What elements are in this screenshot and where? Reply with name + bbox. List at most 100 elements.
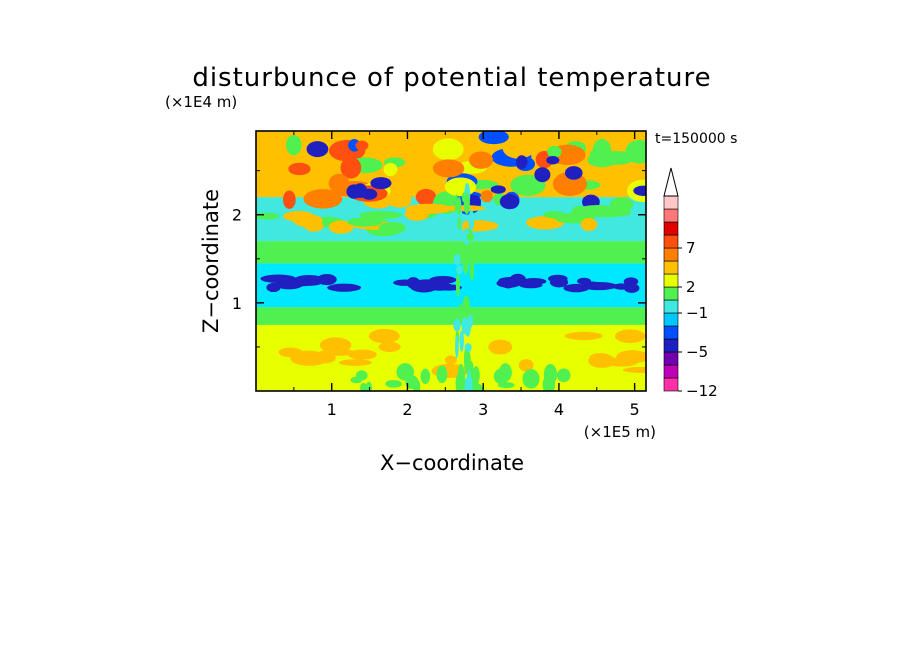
contour-blob: [368, 328, 400, 344]
contour-blob: [543, 363, 557, 385]
contour-blob: [370, 177, 392, 190]
colorbar-swatch: [663, 351, 679, 366]
contour-blob: [432, 159, 465, 178]
contour-blob: [580, 217, 598, 232]
contour-blob: [546, 156, 560, 165]
contour-blob: [462, 256, 469, 275]
contour-blob: [547, 145, 562, 158]
contour-blob: [365, 381, 372, 391]
contour-blob: [393, 279, 418, 286]
colorbar-swatch: [663, 299, 679, 314]
contour-blob: [306, 141, 329, 158]
x-axis-label: X−coordinate: [380, 451, 524, 475]
x-tick-label: 1: [327, 400, 337, 419]
x-tick-label: 4: [554, 400, 564, 419]
contour-blob: [468, 151, 494, 169]
contour-blob: [459, 330, 464, 352]
plot-frame: [255, 130, 647, 392]
contour-blob: [278, 347, 303, 358]
contour-blob: [490, 185, 506, 194]
contour-blob: [588, 354, 616, 368]
contour-blob: [385, 379, 403, 388]
contour-blob: [461, 316, 468, 335]
contour-blob: [318, 349, 357, 356]
y-axis-label: Z−coordinate: [199, 189, 223, 333]
contour-blob: [466, 232, 474, 241]
contour-blob: [469, 257, 475, 281]
contour-blob: [622, 366, 646, 374]
contour-blob: [525, 216, 565, 230]
contour-blob: [563, 283, 590, 293]
contour-blob: [633, 185, 646, 196]
contour-blob: [266, 282, 281, 293]
contour-blob: [429, 275, 457, 284]
contour-blob: [577, 277, 592, 285]
contour-blob: [453, 318, 461, 332]
contour-blob: [463, 346, 469, 374]
colorbar-swatch: [663, 312, 679, 327]
x-tick-label: 5: [630, 400, 640, 419]
colorbar-swatch: [663, 377, 679, 392]
contour-blob: [516, 155, 528, 170]
contour-blob: [498, 363, 512, 382]
contour-blob: [432, 138, 464, 161]
contour-blob: [282, 190, 296, 209]
contour-blob: [360, 382, 367, 391]
x-tick-label: 3: [478, 400, 488, 419]
x-tick-label: 2: [402, 400, 412, 419]
contour-blob: [556, 368, 571, 383]
contour-blob: [404, 207, 430, 221]
contour-blob: [359, 211, 403, 219]
contour-blob: [444, 355, 458, 365]
contour-blob: [453, 253, 461, 266]
contour-blob: [303, 189, 343, 209]
contour-blob: [328, 220, 354, 234]
contour-blob: [488, 339, 513, 355]
contour-blob: [497, 382, 515, 389]
contour-blob: [378, 341, 401, 352]
contour-blob: [462, 295, 471, 320]
contour-blob: [614, 329, 646, 344]
colorbar-label: −1: [686, 304, 708, 322]
x-axis: 1 2 3 4 5: [293, 131, 640, 419]
contour-blob: [452, 227, 461, 239]
colorbar-swatch: [663, 286, 679, 301]
contour-blob: [534, 167, 551, 183]
colorbar-swatch: [663, 260, 679, 275]
contour-blob: [623, 277, 639, 286]
contour-blob: [347, 217, 383, 227]
chart-title: disturbunce of potential temperature: [192, 63, 711, 93]
contour-blob: [468, 314, 474, 328]
contour-blob: [463, 228, 470, 246]
contour-blob: [293, 214, 323, 228]
contour-blob: [455, 274, 460, 297]
contour-blob: [464, 342, 472, 353]
contour-blob: [352, 183, 368, 198]
colorbar-swatch: [663, 325, 679, 340]
contour-blob: [436, 365, 448, 384]
contour-blob: [383, 162, 398, 177]
contour-blob: [293, 275, 325, 286]
y-axis: 12: [232, 170, 646, 348]
contour-blob: [522, 369, 540, 389]
contour-blob: [319, 337, 352, 353]
contour-blob: [564, 166, 583, 180]
contour-blob: [378, 222, 406, 234]
contour-blob: [548, 274, 568, 283]
contour-blob: [286, 135, 302, 156]
colorbar-swatch: [663, 195, 679, 210]
contour-blob: [518, 359, 534, 372]
contour-blob: [405, 375, 419, 389]
y-unit-label: (×1E4 m): [165, 93, 237, 111]
contour-blob: [410, 280, 438, 293]
contour-blob: [456, 265, 463, 275]
contour-blob: [400, 161, 425, 170]
contour-blob: [415, 188, 437, 206]
contour-blob: [340, 156, 362, 179]
colorbar-swatch: [663, 273, 679, 288]
contour-blob: [327, 283, 362, 292]
contour-blob: [288, 162, 311, 176]
y-tick-label: 1: [232, 294, 242, 313]
contour-blob: [614, 207, 631, 217]
